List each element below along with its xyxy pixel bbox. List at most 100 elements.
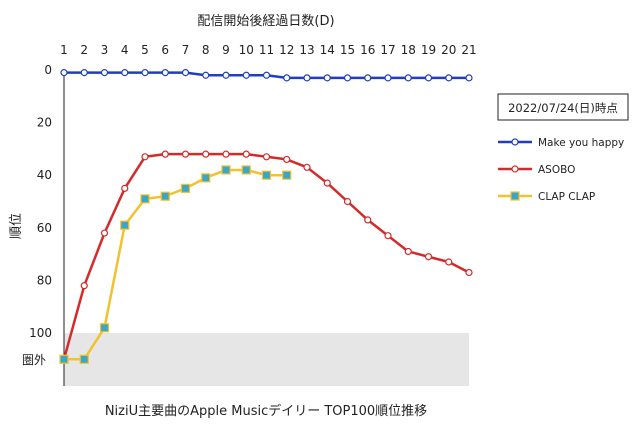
data-point — [161, 69, 169, 77]
x-tick-label: 20 — [441, 43, 456, 57]
data-point — [120, 220, 130, 230]
data-point — [261, 170, 272, 180]
data-point — [222, 150, 230, 158]
x-tick-label: 18 — [401, 43, 416, 57]
legend-label: Make you happy — [538, 137, 624, 149]
x-tick-label: 10 — [239, 43, 254, 57]
data-point — [202, 71, 210, 79]
series-line — [64, 168, 287, 361]
x-tick-label: 1 — [60, 43, 68, 57]
data-point — [242, 71, 250, 79]
data-point — [364, 74, 372, 82]
y-tick-label: 0 — [44, 63, 52, 77]
y-axis-title: 順位 — [9, 213, 24, 239]
data-point — [180, 183, 191, 193]
data-point — [364, 216, 372, 224]
x-tick-label: 9 — [222, 43, 230, 57]
data-point — [283, 74, 291, 82]
data-point — [202, 150, 210, 158]
x-tick-label: 2 — [80, 43, 88, 57]
out-of-chart-label: 圏外 — [22, 353, 46, 367]
data-point — [323, 179, 331, 187]
x-tick-label: 3 — [101, 43, 109, 57]
x-axis-ticks: 1 2 3 4 5 6 7 8 9 10 11 12 13 14 15 16 17 18 19 20 21 — [60, 43, 476, 57]
data-point — [59, 354, 69, 364]
data-point — [100, 229, 109, 237]
data-point — [141, 69, 149, 77]
x-tick-label: 7 — [182, 43, 190, 57]
data-point — [445, 74, 453, 82]
data-point — [160, 191, 170, 201]
data-point — [79, 354, 89, 364]
data-point — [303, 74, 311, 82]
x-tick-label: 13 — [299, 43, 314, 57]
series-make-you-happy — [60, 69, 473, 82]
legend-item: ASOBO — [498, 164, 575, 176]
date-label: 2022/07/24(日)時点 — [508, 101, 618, 115]
data-point — [262, 153, 271, 161]
data-point — [222, 71, 230, 79]
y-tick-label: 20 — [37, 116, 52, 130]
data-point — [181, 150, 190, 158]
data-point — [343, 74, 352, 82]
data-point — [80, 69, 88, 77]
data-point — [282, 170, 292, 180]
data-point — [140, 194, 150, 204]
legend: Make you happy ASOBO CLAP CLAP — [498, 137, 624, 203]
data-point — [424, 253, 433, 261]
data-point — [262, 71, 271, 79]
x-tick-label: 5 — [141, 43, 149, 57]
x-tick-label: 19 — [421, 43, 436, 57]
x-tick-label: 15 — [340, 43, 355, 57]
data-point — [384, 232, 392, 240]
data-point — [283, 155, 291, 164]
data-point — [445, 258, 453, 266]
data-point — [221, 165, 231, 175]
legend-marker — [511, 165, 519, 173]
data-point — [60, 69, 68, 77]
data-point — [121, 69, 129, 77]
data-point — [141, 153, 149, 161]
out-of-chart-band — [64, 333, 469, 386]
data-point — [465, 268, 473, 277]
y-tick-label: 80 — [37, 273, 52, 287]
legend-label: CLAP CLAP — [538, 191, 595, 203]
x-tick-label: 16 — [360, 43, 375, 57]
chart-title: NiziU主要曲のApple Musicデイリー TOP100順位推移 — [105, 403, 427, 419]
x-tick-label: 17 — [380, 43, 395, 57]
x-tick-label: 8 — [202, 43, 210, 57]
data-point — [465, 74, 473, 82]
y-tick-label: 40 — [37, 168, 52, 182]
data-point — [201, 173, 211, 183]
x-tick-label: 6 — [161, 43, 169, 57]
data-point — [181, 69, 190, 77]
date-box — [497, 93, 629, 121]
legend-marker — [510, 191, 520, 201]
data-point — [99, 323, 110, 333]
data-point — [241, 165, 251, 175]
legend-marker — [511, 138, 519, 146]
data-point — [404, 247, 412, 256]
x-tick-label: 11 — [259, 43, 274, 57]
data-point — [404, 74, 412, 82]
x-tick-label: 4 — [121, 43, 129, 57]
legend-label: ASOBO — [538, 164, 575, 176]
y-axis-ticks: 0 20 40 60 80 100 — [29, 63, 52, 340]
data-point — [80, 282, 88, 290]
legend-item: CLAP CLAP — [498, 191, 595, 203]
data-point — [242, 150, 250, 158]
data-point — [100, 69, 109, 77]
data-point — [424, 74, 433, 82]
data-point — [161, 150, 169, 158]
series-layer — [59, 69, 473, 364]
series-asobo — [60, 150, 473, 363]
x-tick-label: 21 — [461, 43, 476, 57]
y-tick-label: 100 — [29, 326, 52, 340]
data-point — [121, 184, 129, 192]
data-point — [323, 74, 331, 82]
series-clap-clap — [59, 165, 292, 364]
data-point — [384, 74, 392, 82]
data-point — [303, 163, 311, 171]
y-tick-label: 60 — [37, 221, 52, 235]
